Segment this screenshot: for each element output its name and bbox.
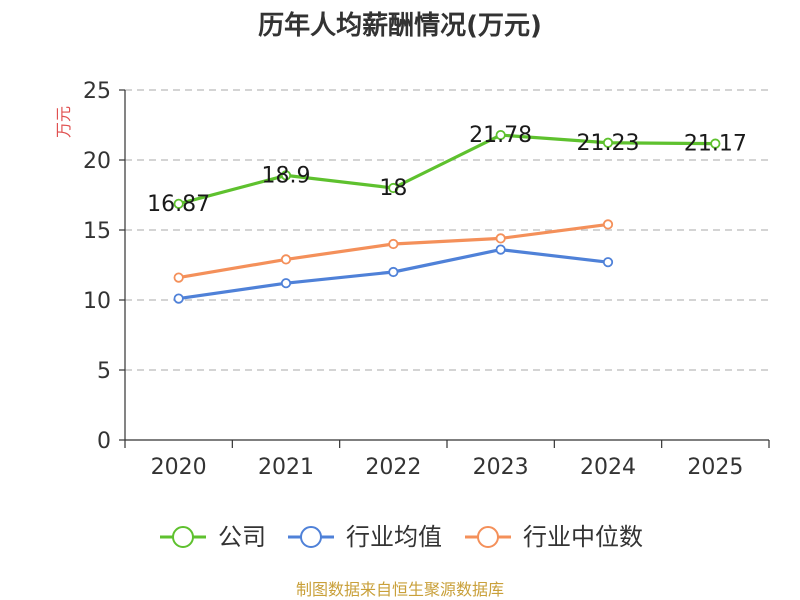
y-tick-label-15: 15 [83, 219, 111, 244]
series-0-point-2021 [280, 170, 292, 181]
series-2-point-2024 [602, 219, 614, 230]
x-tick-label-2024: 2024 [580, 455, 636, 480]
legend-label-0: 公司 [218, 523, 266, 551]
series-1-point-2023 [495, 244, 506, 255]
data-label-2023: 21.78 [469, 123, 532, 148]
series-2-point-2020 [173, 272, 184, 283]
legend-item-1[interactable]: 行业均值 [288, 523, 442, 551]
legend-item-0[interactable]: 公司 [160, 523, 266, 551]
legend-marker-1 [300, 526, 322, 548]
data-label-2020: 16.87 [147, 192, 210, 217]
legend-marker-0 [172, 526, 194, 548]
series-0-point-2024 [602, 137, 614, 148]
y-tick-label-25: 25 [83, 79, 111, 104]
data-label-2024: 21.23 [577, 131, 640, 156]
series-0-point-2023 [495, 129, 506, 141]
series-1-point-2021 [280, 278, 292, 289]
x-tick-label-2023: 2023 [473, 455, 529, 480]
y-tick-label-20: 20 [83, 149, 111, 174]
series-1-point-2020 [173, 293, 184, 304]
x-tick-label-2022: 2022 [365, 455, 421, 480]
legend-label-1: 行业均值 [346, 523, 442, 551]
series-0-point-2022 [388, 182, 399, 194]
legend-label-2: 行业中位数 [523, 523, 643, 551]
y-tick-label-0: 0 [97, 429, 111, 454]
grid-lines [125, 89, 769, 371]
data-label-2021: 18.9 [262, 163, 311, 188]
data-label-2025: 21.17 [684, 132, 747, 157]
x-tick-label-2021: 2021 [258, 455, 314, 480]
y-axis-unit-label: 万元 [54, 106, 73, 138]
x-tick-label-2020: 2020 [151, 455, 207, 480]
series-lines [173, 129, 721, 304]
series-1-point-2022 [388, 266, 399, 278]
x-tick-label-2025: 2025 [687, 455, 743, 480]
chart-title: 历年人均薪酬情况(万元) [258, 10, 542, 41]
series-2-point-2022 [388, 238, 399, 250]
series-2-point-2023 [495, 233, 506, 244]
series-line-0 [178, 133, 716, 206]
data-label-2022: 18 [379, 176, 407, 201]
data-labels: 16.87 18.9 18 21.78 21.23 21.17 [147, 123, 747, 217]
y-tick-label-10: 10 [83, 289, 111, 314]
y-tick-label-5: 5 [97, 359, 111, 384]
legend-marker-2 [477, 526, 499, 548]
legend[interactable]: 公司 行业均值 行业中位数 [160, 523, 643, 551]
series-2-point-2021 [280, 254, 292, 265]
series-1-point-2024 [602, 257, 614, 268]
series-0-point-2025 [710, 138, 721, 149]
series-0-point-2020 [173, 198, 184, 209]
data-source-note: 制图数据来自恒生聚源数据库 [296, 580, 504, 599]
legend-item-2[interactable]: 行业中位数 [465, 523, 643, 551]
